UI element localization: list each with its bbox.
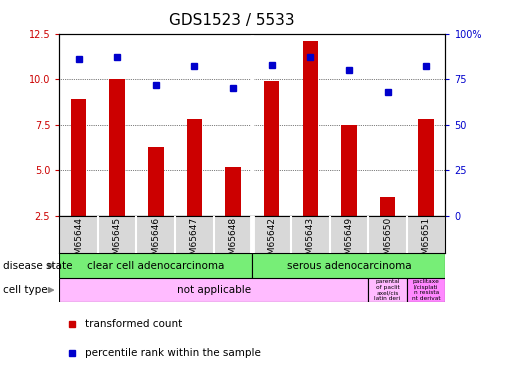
- Text: GSM65649: GSM65649: [345, 217, 353, 266]
- Text: serous adenocarcinoma: serous adenocarcinoma: [287, 261, 411, 271]
- Text: disease state: disease state: [3, 261, 72, 271]
- Bar: [368, 278, 407, 302]
- Text: GSM65645: GSM65645: [113, 217, 122, 266]
- Text: not applicable: not applicable: [177, 285, 251, 295]
- Bar: [59, 278, 368, 302]
- Text: GSM65642: GSM65642: [267, 217, 276, 266]
- Text: percentile rank within the sample: percentile rank within the sample: [85, 348, 262, 358]
- Text: parental
of paclit
axel/cis
latin deri: parental of paclit axel/cis latin deri: [374, 279, 401, 301]
- Bar: [71, 99, 87, 216]
- Text: paclitaxe
l/cisplati
n resista
nt derivat: paclitaxe l/cisplati n resista nt deriva…: [412, 279, 440, 301]
- Text: GSM65644: GSM65644: [74, 217, 83, 266]
- Bar: [252, 253, 445, 278]
- Text: GSM65648: GSM65648: [229, 217, 237, 266]
- Text: GSM65646: GSM65646: [151, 217, 160, 266]
- Text: GSM65643: GSM65643: [306, 217, 315, 266]
- Text: GDS1523 / 5533: GDS1523 / 5533: [169, 13, 295, 28]
- Bar: [109, 79, 125, 216]
- Bar: [148, 147, 164, 216]
- Text: GSM65647: GSM65647: [190, 217, 199, 266]
- Text: transformed count: transformed count: [85, 319, 183, 329]
- Text: clear cell adenocarcinoma: clear cell adenocarcinoma: [87, 261, 225, 271]
- Text: GSM65650: GSM65650: [383, 217, 392, 266]
- Bar: [59, 253, 252, 278]
- Text: GSM65651: GSM65651: [422, 217, 431, 266]
- Bar: [303, 41, 318, 216]
- Bar: [341, 124, 356, 216]
- Bar: [380, 197, 396, 216]
- Bar: [186, 119, 202, 216]
- Bar: [418, 119, 434, 216]
- Text: cell type: cell type: [3, 285, 47, 295]
- Bar: [407, 278, 445, 302]
- Bar: [264, 81, 279, 216]
- Bar: [226, 166, 241, 216]
